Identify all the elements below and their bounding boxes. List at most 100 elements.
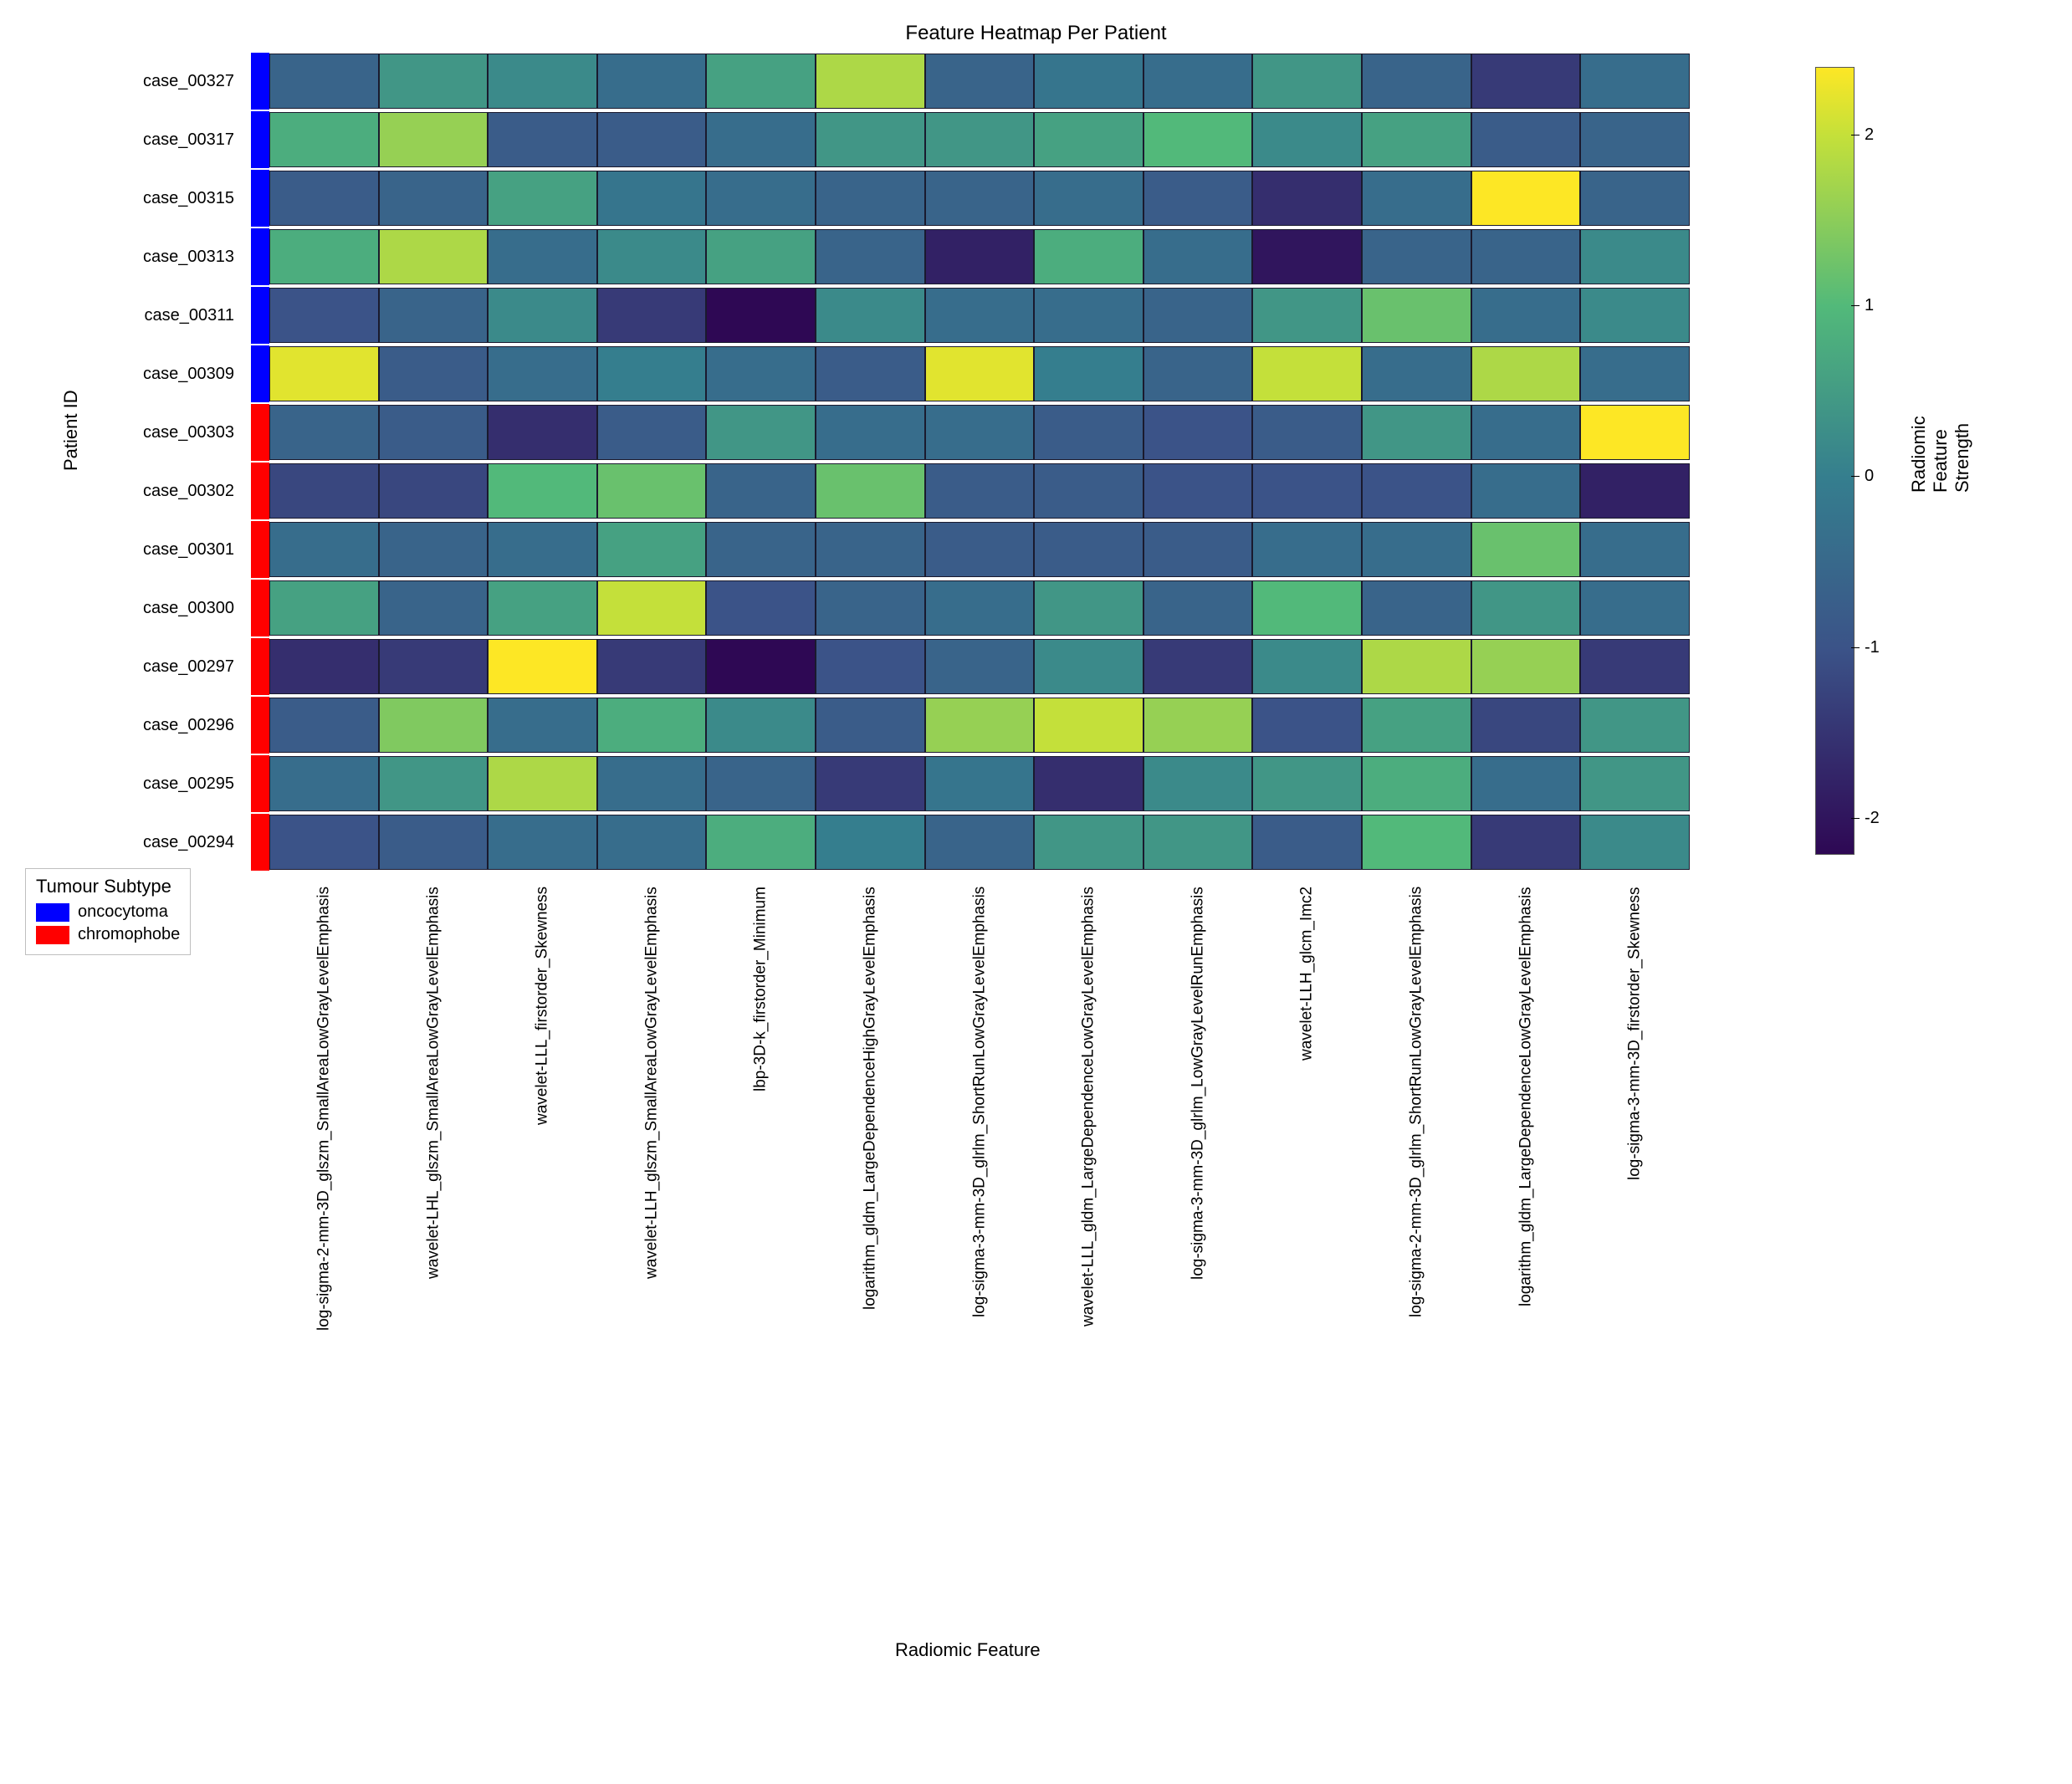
heatmap-cell bbox=[1143, 698, 1253, 753]
x-tick-label: logarithm_gldm_LargeDependenceHighGrayLe… bbox=[816, 887, 925, 1614]
heatmap-cell bbox=[1580, 580, 1690, 636]
x-tick-label: lbp-3D-k_firstorder_Minimum bbox=[706, 887, 816, 1614]
heatmap-cell bbox=[1143, 112, 1253, 167]
heatmap-cell bbox=[706, 756, 816, 811]
heatmap-cell bbox=[816, 405, 925, 460]
heatmap-cell bbox=[1580, 815, 1690, 870]
heatmap-row bbox=[251, 403, 1690, 462]
subtype-indicator bbox=[251, 286, 269, 345]
heatmap-cell bbox=[816, 112, 925, 167]
heatmap-cell bbox=[706, 112, 816, 167]
heatmap-cell bbox=[1471, 405, 1581, 460]
colorbar-tick: -1 bbox=[1861, 638, 1880, 657]
heatmap-cell bbox=[269, 522, 379, 577]
heatmap-cell bbox=[269, 112, 379, 167]
x-tick-labels: log-sigma-2-mm-3D_glszm_SmallAreaLowGray… bbox=[269, 887, 1690, 1614]
heatmap-cell bbox=[706, 346, 816, 401]
heatmap-cell bbox=[1034, 815, 1143, 870]
heatmap-cell bbox=[597, 346, 707, 401]
legend-swatch bbox=[36, 903, 69, 922]
heatmap-row bbox=[251, 579, 1690, 637]
heatmap-cell bbox=[379, 346, 489, 401]
subtype-indicator bbox=[251, 754, 269, 813]
heatmap-cell bbox=[379, 288, 489, 343]
heatmap-cell bbox=[488, 346, 597, 401]
subtype-indicator bbox=[251, 462, 269, 520]
heatmap-cell bbox=[597, 463, 707, 519]
heatmap-cell bbox=[1580, 171, 1690, 226]
x-tick-label: log-sigma-3-mm-3D_firstorder_Skewness bbox=[1580, 887, 1690, 1614]
heatmap-cell bbox=[379, 405, 489, 460]
heatmap-cell bbox=[1252, 522, 1362, 577]
x-tick-label: wavelet-LLH_glszm_SmallAreaLowGrayLevelE… bbox=[597, 887, 707, 1614]
heatmap-cell bbox=[816, 288, 925, 343]
heatmap-cell bbox=[488, 112, 597, 167]
heatmap-cell bbox=[488, 698, 597, 753]
heatmap-cell bbox=[1034, 288, 1143, 343]
heatmap-cell bbox=[1252, 171, 1362, 226]
heatmap-cell bbox=[1034, 522, 1143, 577]
heatmap-cell bbox=[1034, 171, 1143, 226]
subtype-indicator bbox=[251, 169, 269, 227]
heatmap-cell bbox=[269, 346, 379, 401]
heatmap-cell bbox=[1362, 171, 1471, 226]
legend-label: oncocytoma bbox=[78, 902, 168, 922]
heatmap-cell bbox=[1252, 463, 1362, 519]
heatmap-cell bbox=[1471, 288, 1581, 343]
heatmap-cell bbox=[706, 463, 816, 519]
colorbar-gradient bbox=[1815, 67, 1855, 855]
heatmap-cell bbox=[816, 815, 925, 870]
subtype-indicator bbox=[251, 52, 269, 110]
heatmap-cell bbox=[1143, 522, 1253, 577]
heatmap-cell bbox=[597, 522, 707, 577]
heatmap-cell bbox=[269, 229, 379, 284]
heatmap-cell bbox=[1143, 405, 1253, 460]
heatmap-cell bbox=[1034, 639, 1143, 694]
heatmap-cell bbox=[1580, 229, 1690, 284]
subtype-indicator bbox=[251, 696, 269, 754]
heatmap-cell bbox=[597, 405, 707, 460]
subtype-indicator bbox=[251, 579, 269, 637]
heatmap-cell bbox=[1143, 815, 1253, 870]
legend-title: Tumour Subtype bbox=[36, 876, 180, 897]
heatmap-cell bbox=[816, 580, 925, 636]
heatmap-cell bbox=[1580, 639, 1690, 694]
heatmap-cell bbox=[1252, 639, 1362, 694]
heatmap-cell bbox=[1580, 346, 1690, 401]
heatmap-cell bbox=[1143, 288, 1253, 343]
heatmap-cell bbox=[1362, 580, 1471, 636]
y-tick-label: case_00303 bbox=[17, 403, 243, 462]
y-tick-label: case_00301 bbox=[17, 520, 243, 579]
heatmap-cell bbox=[925, 405, 1035, 460]
heatmap-grid bbox=[251, 52, 1690, 872]
heatmap-cell bbox=[488, 171, 597, 226]
heatmap-cell bbox=[1143, 756, 1253, 811]
heatmap-cell bbox=[597, 171, 707, 226]
x-tick-label: log-sigma-2-mm-3D_glrlm_ShortRunLowGrayL… bbox=[1362, 887, 1471, 1614]
subtype-legend: Tumour Subtype oncocytomachromophobe bbox=[25, 868, 191, 955]
heatmap-cell bbox=[1362, 405, 1471, 460]
heatmap-cell bbox=[1471, 639, 1581, 694]
heatmap-cell bbox=[706, 229, 816, 284]
heatmap-cell bbox=[706, 580, 816, 636]
heatmap-row bbox=[251, 813, 1690, 872]
heatmap-cell bbox=[379, 522, 489, 577]
y-tick-label: case_00327 bbox=[17, 52, 243, 110]
heatmap-cell bbox=[1362, 815, 1471, 870]
heatmap-cell bbox=[1252, 288, 1362, 343]
heatmap-cell bbox=[925, 346, 1035, 401]
heatmap-cell bbox=[269, 815, 379, 870]
heatmap-cell bbox=[706, 405, 816, 460]
heatmap-cell bbox=[379, 580, 489, 636]
heatmap-cell bbox=[1580, 288, 1690, 343]
subtype-indicator bbox=[251, 637, 269, 696]
heatmap-cell bbox=[816, 346, 925, 401]
heatmap-cell bbox=[1471, 346, 1581, 401]
heatmap-cell bbox=[1362, 54, 1471, 109]
heatmap-cell bbox=[1362, 522, 1471, 577]
x-tick-label: wavelet-LLL_gldm_LargeDependenceLowGrayL… bbox=[1034, 887, 1143, 1614]
heatmap-cell bbox=[488, 522, 597, 577]
y-tick-label: case_00294 bbox=[17, 813, 243, 872]
heatmap-cell bbox=[1252, 229, 1362, 284]
x-tick-label: wavelet-LHL_glszm_SmallAreaLowGrayLevelE… bbox=[379, 887, 489, 1614]
